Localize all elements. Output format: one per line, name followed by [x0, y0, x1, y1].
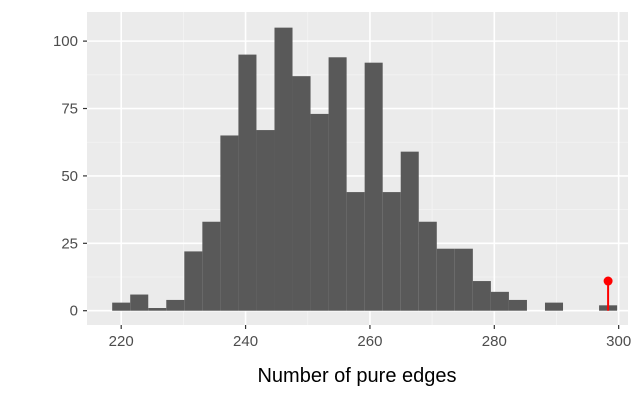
histogram-bar [454, 248, 473, 311]
x-tick-label: 280 [482, 333, 507, 350]
histogram-bar [220, 135, 239, 311]
histogram-bar [418, 221, 437, 311]
y-axis: 0 25 50 75 100 [53, 33, 87, 320]
x-tick-label: 220 [109, 333, 134, 350]
y-tick-label: 75 [61, 101, 78, 118]
histogram-bar [436, 248, 455, 311]
x-axis-title: Number of pure edges [257, 365, 456, 387]
observed-marker-point [603, 276, 613, 286]
histogram-bar [544, 302, 564, 311]
histogram-bar [274, 27, 293, 311]
histogram-bar [238, 54, 257, 311]
histogram-bar [202, 221, 221, 311]
histogram-bar [148, 308, 167, 311]
histogram-bar [130, 294, 149, 311]
histogram-bar [490, 291, 509, 311]
y-tick-label: 100 [53, 33, 78, 50]
y-tick-label: 50 [61, 168, 78, 185]
histogram-bar [166, 299, 185, 311]
histogram-bar [508, 299, 527, 311]
y-tick-label: 0 [70, 303, 78, 320]
histogram-bar [112, 302, 131, 311]
x-tick-label: 260 [357, 333, 382, 350]
bars [112, 27, 618, 311]
histogram-bar [472, 281, 491, 311]
x-tick-label: 240 [233, 333, 258, 350]
observed-marker [603, 276, 613, 311]
x-tick-label: 300 [606, 333, 631, 350]
histogram-bar [256, 130, 275, 311]
histogram-bar [328, 57, 347, 311]
histogram-bar [310, 113, 329, 311]
histogram-bar [382, 192, 401, 311]
histogram-bar [184, 251, 203, 311]
histogram-bar [346, 192, 365, 311]
histogram-bar [400, 151, 419, 311]
histogram-bar [364, 62, 383, 311]
histogram-bar [292, 76, 311, 311]
y-tick-label: 25 [61, 235, 78, 252]
x-axis: 220 240 260 280 300 [109, 325, 631, 350]
